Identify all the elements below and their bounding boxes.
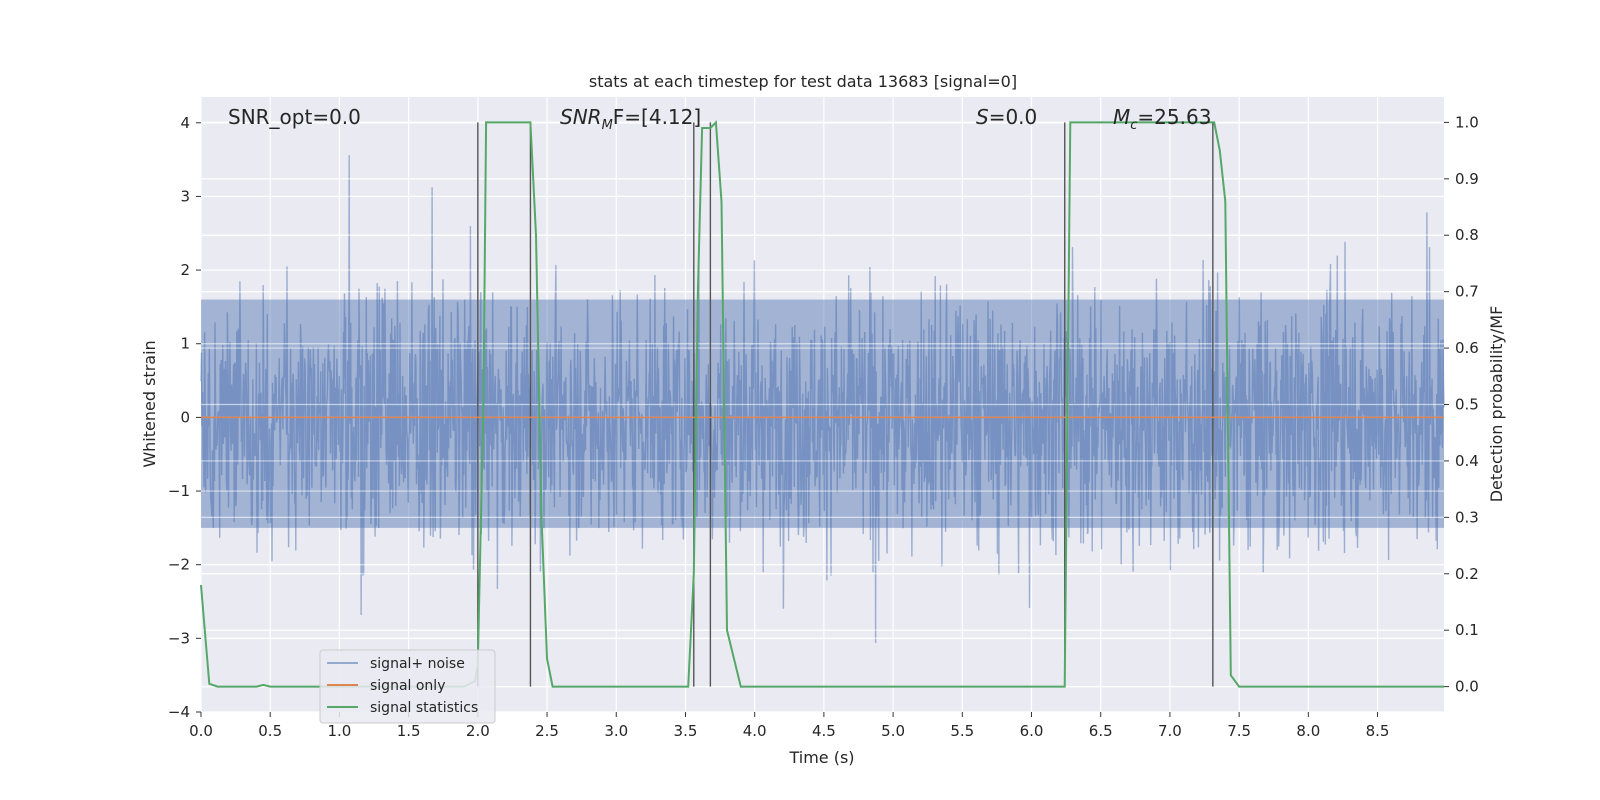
- legend-label-signal-noise: signal+ noise: [370, 656, 465, 672]
- y-tick-label: 4: [180, 114, 190, 132]
- annotation-mc: Mc=25.63: [1113, 105, 1211, 133]
- y-tick-label: 3: [180, 187, 190, 205]
- y2-tick-label: 0.4: [1455, 452, 1479, 470]
- y2-axis-label: Detection probability/MF: [1487, 306, 1506, 503]
- x-tick-label: 8.5: [1366, 722, 1390, 740]
- x-tick-label: 0.5: [258, 722, 282, 740]
- x-tick-label: 7.0: [1158, 722, 1182, 740]
- y2-tick-label: 0.6: [1455, 339, 1479, 357]
- y2-tick-label: 0.0: [1455, 678, 1479, 696]
- annotation-snr-mf: SNRMF=[4.12]: [560, 105, 701, 133]
- y2-tick-label: 0.1: [1455, 621, 1479, 639]
- signal-noise-series: [200, 121, 1445, 713]
- x-tick-label: 2.5: [535, 722, 559, 740]
- x-tick-label: 7.5: [1227, 722, 1251, 740]
- signal-statistics-series: [200, 120, 1444, 688]
- annotation-s-value: =0.0: [989, 105, 1038, 129]
- x-tick-label: 6.0: [1020, 722, 1044, 740]
- x-axis-ticks: 0.0 0.5 1.0 1.5 2.0 2.5 3.0 3.5 4.0 4.5 5.0 5.5 6.0 6…: [189, 712, 1389, 740]
- annotation-mc-symbol: M: [1113, 105, 1130, 129]
- y-tick-label: −3: [168, 629, 190, 647]
- annotation-snr-mf-symbol: SNR: [560, 105, 602, 129]
- y2-tick-label: 0.7: [1455, 283, 1479, 301]
- y-axis-label: Whitened strain: [140, 340, 159, 467]
- x-tick-label: 5.5: [950, 722, 974, 740]
- x-tick-label: 6.5: [1089, 722, 1113, 740]
- y-axis-ticks: −4 −3 −2 −1 0 1 2 3 4: [168, 114, 201, 721]
- x-tick-label: 4.5: [812, 722, 836, 740]
- y2-tick-label: 0.2: [1455, 565, 1479, 583]
- y-tick-label: 2: [180, 261, 190, 279]
- y-tick-label: 1: [180, 335, 190, 353]
- annotation-s: S=0.0: [976, 105, 1037, 129]
- y2-tick-label: 0.5: [1455, 396, 1479, 414]
- x-tick-label: 4.0: [743, 722, 767, 740]
- x-tick-label: 1.5: [397, 722, 421, 740]
- x-tick-label: 5.0: [881, 722, 905, 740]
- y-tick-label: −2: [168, 556, 190, 574]
- signal-noise-dense-band: [201, 299, 1444, 528]
- y2-tick-label: 0.8: [1455, 226, 1479, 244]
- legend-label-signal-statistics: signal statistics: [370, 700, 478, 716]
- x-tick-label: 1.0: [327, 722, 351, 740]
- x-tick-label: 3.0: [604, 722, 628, 740]
- annotation-snr-mf-subscript: M: [602, 118, 613, 133]
- x-axis-label: Time (s): [788, 748, 854, 767]
- annotation-snr-mf-value: F=[4.12]: [613, 105, 701, 129]
- x-tick-label: 3.5: [674, 722, 698, 740]
- y2-tick-label: 1.0: [1455, 113, 1479, 131]
- y2-tick-label: 0.3: [1455, 508, 1479, 526]
- annotation-mc-subscript: c: [1130, 118, 1137, 133]
- y2-tick-label: 0.9: [1455, 170, 1479, 188]
- x-tick-label: 2.0: [466, 722, 490, 740]
- signal-statistics-line: [200, 120, 1444, 688]
- y-tick-label: −4: [168, 703, 190, 721]
- y-tick-label: 0: [180, 408, 190, 426]
- annotation-s-symbol: S: [976, 105, 989, 129]
- chart-title: stats at each timestep for test data 136…: [589, 72, 1017, 91]
- y2-axis-ticks: 0.0 0.1 0.2 0.3 0.4 0.5 0.6 0.7 0.8 0.9 1.0: [1444, 113, 1479, 696]
- x-tick-label: 8.0: [1296, 722, 1320, 740]
- x-tick-label: 0.0: [189, 722, 213, 740]
- legend: signal+ noise signal only signal statist…: [319, 649, 496, 724]
- signal-noise-line: [200, 155, 1445, 644]
- y-tick-label: −1: [168, 482, 190, 500]
- annotation-mc-value: =25.63: [1137, 105, 1211, 129]
- annotation-snr-opt: SNR_opt=0.0: [228, 105, 361, 129]
- legend-box: [319, 649, 496, 724]
- legend-label-signal-only: signal only: [370, 678, 445, 694]
